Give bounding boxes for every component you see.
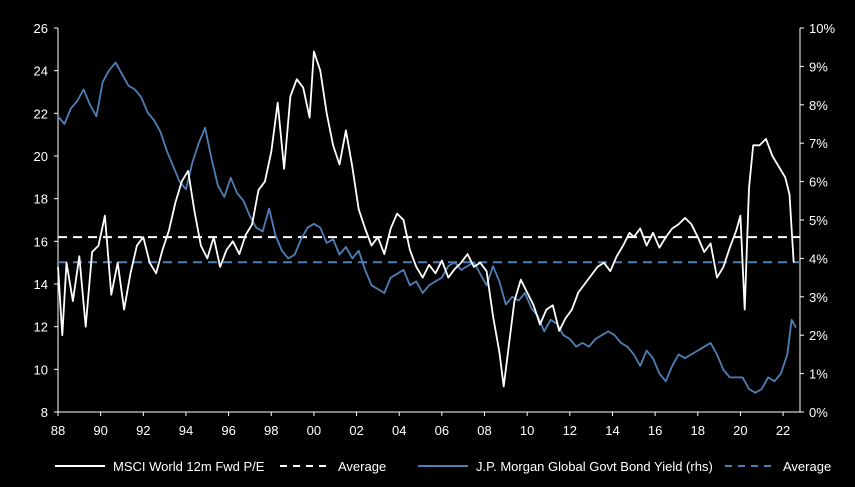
x-tick-label: 14 (605, 423, 619, 438)
left-tick-label: 24 (34, 64, 48, 79)
x-tick-label: 20 (733, 423, 747, 438)
x-tick-label: 00 (307, 423, 321, 438)
series-lines (57, 50, 797, 394)
x-tick-label: 96 (221, 423, 235, 438)
x-tick-label: 10 (520, 423, 534, 438)
left-tick-label: 14 (34, 277, 48, 292)
left-tick-label: 18 (34, 192, 48, 207)
x-tick-label: 04 (392, 423, 406, 438)
right-tick-label: 4% (809, 251, 828, 266)
x-tick-label: 06 (435, 423, 449, 438)
x-tick-label: 16 (648, 423, 662, 438)
legend-label: Average (783, 459, 831, 474)
x-tick-label: 18 (691, 423, 705, 438)
x-tick-label: 94 (179, 423, 193, 438)
right-tick-label: 8% (809, 98, 828, 113)
right-tick-label: 6% (809, 175, 828, 190)
left-tick-label: 22 (34, 106, 48, 121)
average-lines (58, 236, 800, 264)
left-tick-label: 12 (34, 320, 48, 335)
x-tick-label: 08 (477, 423, 491, 438)
right-tick-label: 10% (809, 21, 835, 36)
left-tick-label: 26 (34, 21, 48, 36)
pe-ratio-line (57, 50, 795, 388)
legend-label: Average (338, 459, 386, 474)
x-tick-label: 92 (136, 423, 150, 438)
x-tick-label: 12 (563, 423, 577, 438)
right-tick-label: 1% (809, 367, 828, 382)
x-tick-label: 88 (51, 423, 65, 438)
x-tick-label: 22 (776, 423, 790, 438)
right-tick-label: 2% (809, 328, 828, 343)
right-tick-label: 9% (809, 59, 828, 74)
left-tick-label: 8 (41, 405, 48, 420)
right-tick-label: 0% (809, 405, 828, 420)
tick-labels: 8 10 12 14 16 18 20 22 24 26 0% 1% 2% 3% 4% 5% 6% 7% 8% 9% 1… (34, 21, 836, 438)
x-tick-label: 90 (93, 423, 107, 438)
left-tick-label: 16 (34, 234, 48, 249)
left-tick-label: 20 (34, 149, 48, 164)
legend-label: J.P. Morgan Global Govt Bond Yield (rhs) (476, 459, 713, 474)
x-tick-label: 98 (264, 423, 278, 438)
legend: MSCI World 12m Fwd P/E Average J.P. Morgan… (55, 459, 831, 474)
right-tick-label: 7% (809, 136, 828, 151)
legend-label: MSCI World 12m Fwd P/E (113, 459, 265, 474)
left-tick-label: 10 (34, 362, 48, 377)
right-tick-label: 5% (809, 213, 828, 228)
x-tick-label: 02 (349, 423, 363, 438)
right-tick-label: 3% (809, 290, 828, 305)
